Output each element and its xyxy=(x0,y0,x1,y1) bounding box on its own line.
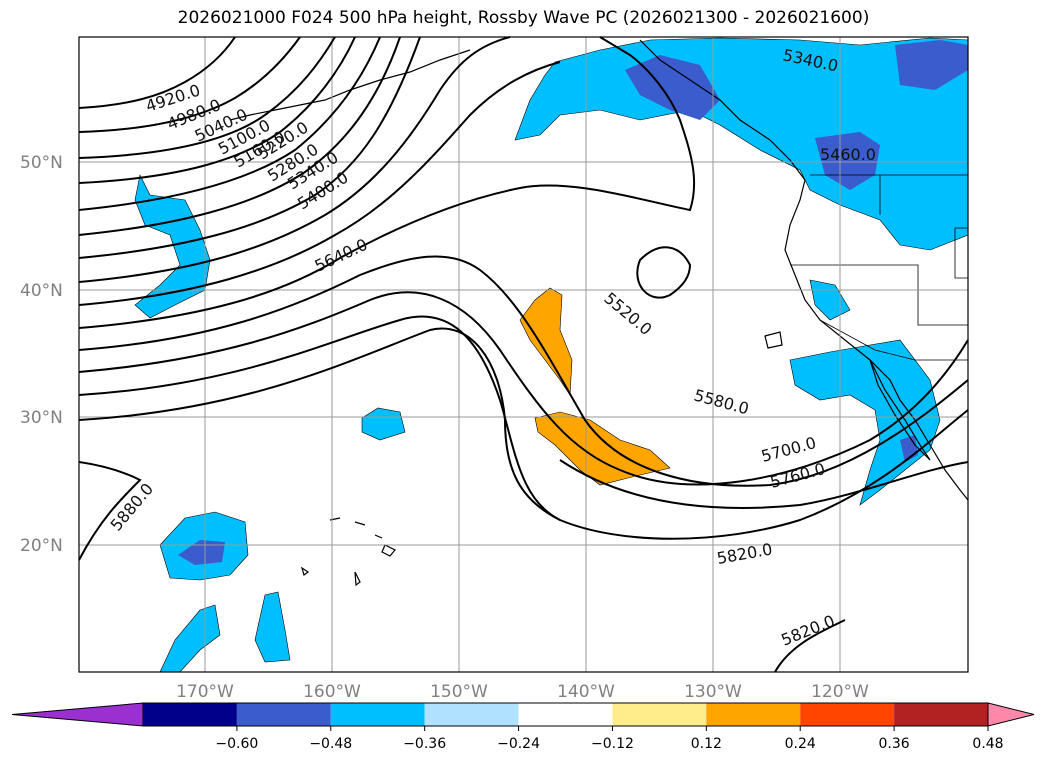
north-america-coast xyxy=(639,39,969,501)
colorbar-extend-min xyxy=(11,702,144,727)
contour-label-5760: 5760.0 xyxy=(768,459,827,492)
colorbar-tick-label: 0.48 xyxy=(972,736,1003,752)
pos-anomaly-north xyxy=(519,287,573,396)
colorbar-frame xyxy=(142,702,989,727)
colorbar-tick-label: −0.36 xyxy=(403,736,446,752)
lat-label-20n: 20°N xyxy=(20,536,63,556)
aleutian-islands xyxy=(229,49,471,121)
neg-anomaly-south-1 xyxy=(159,604,221,673)
lat-label-40n: 40°N xyxy=(20,281,63,301)
neg-anomaly-core-2 xyxy=(815,132,880,190)
hawaii-islands xyxy=(300,517,396,587)
map-frame xyxy=(78,36,969,673)
colorbar-box xyxy=(424,703,519,726)
lon-label-120w: 120°W xyxy=(811,682,869,700)
colorbar-tick-label: −0.60 xyxy=(215,736,258,752)
graticule xyxy=(79,37,968,672)
lat-label-50n: 50°N xyxy=(20,153,63,173)
neg-anomaly-core-3 xyxy=(895,40,968,90)
political-borders xyxy=(790,174,968,361)
map-panel: 4920.0 4980.0 5040.0 5100.0 5160.0 5220.… xyxy=(20,36,969,700)
contour-label-5820-a: 5820.0 xyxy=(715,540,773,568)
neg-anomaly-hawaii-north xyxy=(361,407,406,441)
colorbar-box xyxy=(612,703,707,726)
colorbar-box xyxy=(143,703,237,726)
contour-label-5700: 5700.0 xyxy=(759,433,818,466)
island-small-1 xyxy=(764,331,783,349)
coastlines xyxy=(229,39,969,587)
contour-label-5640: 5640.0 xyxy=(312,235,371,276)
longitude-labels: 170°W 160°W 150°W 140°W 130°W 120°W xyxy=(176,682,869,700)
colorbar-ticks: −0.60 −0.48 −0.36 −0.24 −0.12 0.12 0.24 0.36 0.4… xyxy=(215,726,1004,752)
colorbar-box xyxy=(706,703,801,726)
contour-label-5460: 5460.0 xyxy=(820,145,876,164)
lon-label-130w: 130°W xyxy=(684,682,742,700)
neg-anomaly-gulf-alaska xyxy=(514,37,969,251)
colorbar-tick-label: −0.12 xyxy=(591,736,634,752)
colorbar-tick-label: 0.24 xyxy=(785,736,816,752)
colorbar-box xyxy=(518,703,613,726)
latitude-labels: 50°N 40°N 30°N 20°N xyxy=(20,153,63,556)
height-contours xyxy=(78,36,969,673)
colorbar-box xyxy=(330,703,425,726)
colorbar-tick-label: −0.24 xyxy=(497,736,540,752)
neg-anomaly-south-2 xyxy=(254,591,291,663)
colorbar-box xyxy=(894,703,988,726)
lon-label-150w: 150°W xyxy=(430,682,488,700)
neg-anomaly-southwest-core xyxy=(178,540,225,565)
neg-anomaly-west xyxy=(134,174,211,319)
contour-label-5820-b: 5820.0 xyxy=(778,611,837,650)
colorbar-box xyxy=(800,703,895,726)
baja-peninsula xyxy=(869,359,931,461)
colorbar-boxes xyxy=(11,702,1035,727)
contour-label-5520: 5520.0 xyxy=(600,289,655,340)
colorbar-extend-max xyxy=(987,702,1035,727)
colorbar-box xyxy=(236,703,331,726)
lat-label-30n: 30°N xyxy=(20,408,63,428)
colorbar-tick-label: 0.36 xyxy=(879,736,910,752)
colorbar-tick-label: −0.48 xyxy=(309,736,352,752)
lon-label-140w: 140°W xyxy=(557,682,615,700)
colorbar-tick-label: 0.12 xyxy=(691,736,722,752)
lon-label-160w: 160°W xyxy=(303,682,361,700)
map-title: 2026021000 F024 500 hPa height, Rossby W… xyxy=(177,8,870,28)
lon-label-170w: 170°W xyxy=(176,682,234,700)
contour-label-5580: 5580.0 xyxy=(692,386,751,419)
